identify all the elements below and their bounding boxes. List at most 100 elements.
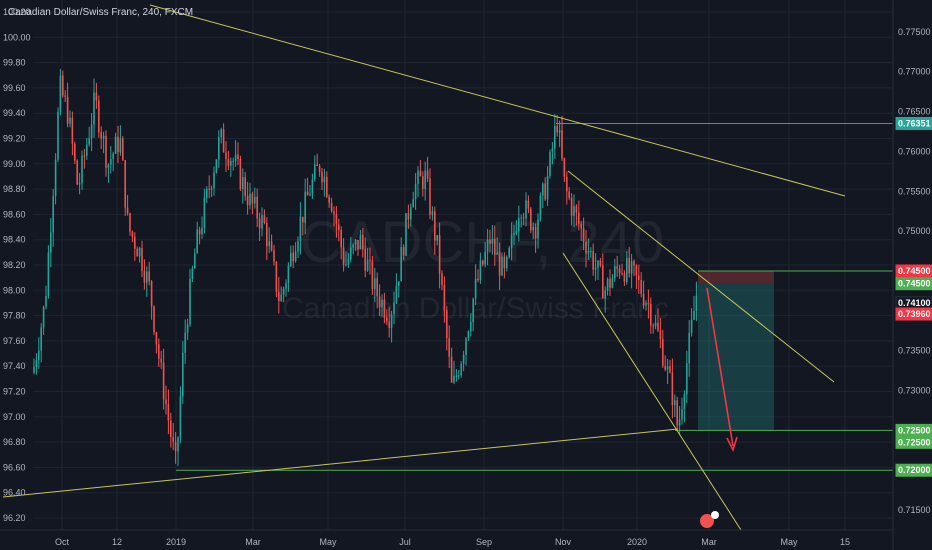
candle-body xyxy=(297,241,299,252)
time-axis-tick-label: Nov xyxy=(555,537,572,547)
candle-body xyxy=(100,132,102,139)
candle-body xyxy=(225,152,227,159)
candle-body xyxy=(659,330,662,340)
trendline[interactable] xyxy=(2,428,679,498)
candle-body xyxy=(249,193,251,206)
short-position[interactable] xyxy=(698,270,774,431)
left-axis-tick-label: 98.40 xyxy=(3,235,26,245)
candle-body xyxy=(446,310,448,339)
candle-body xyxy=(443,284,446,311)
candle-body xyxy=(165,399,167,405)
candle-body xyxy=(542,183,544,196)
right-axis-tick-label: 0.73000 xyxy=(898,386,931,396)
trendlines[interactable] xyxy=(2,4,846,531)
candle-body xyxy=(215,159,218,173)
candle-body xyxy=(345,264,347,266)
right-axis-tick-label: 0.71500 xyxy=(898,505,931,515)
candle-body xyxy=(366,259,369,271)
candle-body xyxy=(71,117,74,144)
candle-body xyxy=(352,244,354,248)
trendline[interactable] xyxy=(149,4,846,197)
candle-body xyxy=(256,196,258,219)
candle-body xyxy=(484,252,486,265)
candle-body xyxy=(350,247,352,260)
candle-body xyxy=(477,278,479,281)
candle-body xyxy=(189,278,191,325)
stop-loss-zone[interactable] xyxy=(698,270,774,284)
candle-body xyxy=(424,170,426,189)
candle-body xyxy=(136,248,138,257)
candle-body xyxy=(146,271,148,283)
trendline[interactable] xyxy=(567,170,835,383)
candle-body xyxy=(213,172,215,188)
candle-body xyxy=(232,160,234,162)
logo-badge[interactable] xyxy=(700,511,719,528)
candle-body xyxy=(66,96,69,124)
candle-body xyxy=(647,303,650,305)
candle-body xyxy=(618,268,621,274)
candle-body xyxy=(467,331,470,339)
price-tag: 0.73960 xyxy=(895,307,932,321)
logo-icon[interactable] xyxy=(700,514,714,528)
candle-body xyxy=(35,359,38,367)
candlesticks xyxy=(33,68,698,467)
horizontal-levels[interactable] xyxy=(176,122,893,471)
candle-body xyxy=(321,171,323,183)
candle-body xyxy=(326,176,328,197)
left-axis-tick-label: 98.80 xyxy=(3,184,26,194)
candle-body xyxy=(590,250,592,252)
candle-body xyxy=(448,338,450,357)
candle-body xyxy=(186,324,189,333)
candle-body xyxy=(299,216,302,242)
left-axis-tick-label: 97.60 xyxy=(3,336,26,346)
candle-body xyxy=(657,322,659,331)
candle-body xyxy=(630,261,633,274)
candle-body xyxy=(369,259,371,261)
candle-body xyxy=(431,211,434,215)
candle-body xyxy=(54,159,57,196)
candle-body xyxy=(110,159,112,165)
candle-body xyxy=(479,260,482,281)
candle-body xyxy=(674,400,676,406)
candle-body xyxy=(609,278,611,288)
candle-body xyxy=(74,143,76,161)
candle-body xyxy=(616,266,618,269)
time-axis-tick-label: Jul xyxy=(399,537,411,547)
candle-body xyxy=(287,265,290,283)
time-axis-tick-label: May xyxy=(319,537,337,547)
candle-body xyxy=(33,366,35,373)
candle-body xyxy=(230,161,232,166)
price-tag-label: 0.72500 xyxy=(898,437,931,447)
candle-body xyxy=(381,299,383,308)
candle-body xyxy=(138,248,141,257)
candle-body xyxy=(311,179,314,195)
candle-body xyxy=(455,375,458,377)
candle-body xyxy=(676,400,678,426)
candle-body xyxy=(515,231,518,233)
candle-body xyxy=(518,218,520,232)
arrow-shaft[interactable] xyxy=(706,287,734,447)
candle-body xyxy=(551,148,554,153)
candle-body xyxy=(554,126,556,149)
candle-body xyxy=(62,75,64,96)
candle-body xyxy=(532,226,534,231)
candle-body xyxy=(621,273,623,275)
candle-body xyxy=(129,213,131,232)
candle-body xyxy=(690,319,693,334)
price-tag-label: 0.73960 xyxy=(898,309,931,319)
projection-arrow[interactable] xyxy=(706,287,738,453)
candle-body xyxy=(407,213,410,220)
candle-body xyxy=(566,176,568,192)
candle-body xyxy=(671,372,674,406)
price-tag-bg xyxy=(895,116,932,130)
candle-body xyxy=(170,420,172,437)
candle-body xyxy=(623,273,626,282)
candle-body xyxy=(530,208,532,231)
candle-body xyxy=(398,281,400,287)
arrow-head-icon[interactable] xyxy=(726,436,738,453)
trendline[interactable] xyxy=(562,252,742,531)
candle-body xyxy=(417,170,419,184)
candle-body xyxy=(203,197,206,228)
